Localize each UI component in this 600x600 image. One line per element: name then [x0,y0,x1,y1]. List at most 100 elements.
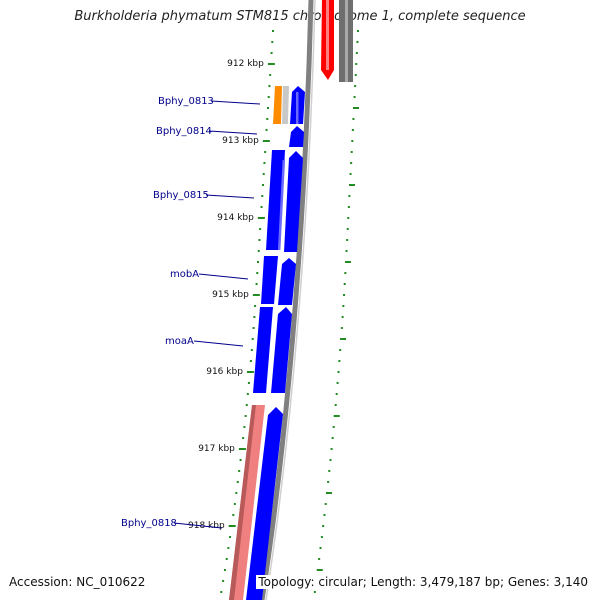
ring-dot [346,239,349,241]
gene-label-leader [205,194,255,199]
ring-dot [255,283,258,285]
map-title: Burkholderia phymatum STM815 chromosome … [74,9,526,24]
gene-bphy-0814 [289,126,304,147]
ring-dot [257,250,260,252]
gene-bphy-0818 [246,407,283,600]
ring-dot [352,107,359,109]
ring-dot [329,459,332,461]
outer-tick-ring [313,30,359,593]
ring-dot [352,118,355,120]
ring-dot [324,503,327,505]
ring-dot [233,503,236,505]
ring-dot [354,74,357,76]
ring-dot [348,195,351,197]
ring-dot [355,63,358,65]
gene-labels: Bphy_0813 Bphy_0814 Bphy_0815 mobA moaA Bphy_… [121,96,261,529]
chromosome-backbone [259,0,314,600]
major-tick [238,448,246,450]
ring-dot [351,140,354,142]
ring-dot [245,404,248,406]
ring-dot [272,30,274,32]
ring-dot [270,52,273,54]
major-tick [252,294,260,296]
ring-dot [328,470,331,472]
ring-dot [340,338,347,340]
ring-dot [269,74,272,76]
ring-dot [345,250,348,252]
tick-label: 917 kbp [198,444,235,454]
ring-dot [343,283,346,285]
chromosome-backbone-highlight [265,0,316,600]
ring-dot [252,327,255,329]
ring-dot [222,580,225,582]
ring-dot [251,338,254,340]
ring-dot [346,228,349,230]
ring-dot [349,173,352,175]
gene-bphy-0813-orange [273,86,282,124]
ring-dot [330,448,333,450]
ring-dot [335,393,338,395]
ring-dot [236,481,239,483]
ring-dot [268,85,271,87]
ring-dot [318,558,321,560]
ring-dot [339,349,342,351]
ring-dot [223,569,226,571]
ring-dot [344,272,347,274]
tick-label: 915 kbp [212,290,249,300]
ring-dot [348,184,355,186]
ring-dot [341,316,344,318]
tick-label: 916 kbp [206,367,243,377]
tick-label: 913 kbp [222,136,259,146]
ring-dot [267,96,270,98]
ring-dot [343,294,346,296]
ring-dot [351,129,354,131]
gene-highlight [296,92,299,124]
ring-dot [347,217,350,219]
ring-dot [342,305,345,307]
ring-dot [264,151,267,153]
gene-moaa [271,307,292,393]
ring-dot [258,239,261,241]
ring-dot [256,261,259,263]
ring-dot [263,162,266,164]
ring-dot [265,129,268,131]
gene-label: Bphy_0814 [156,126,212,137]
ring-dot [356,41,359,43]
gene-bphy-0818-pink-edge [229,405,256,600]
tick-label: 914 kbp [217,213,254,223]
major-tick [267,63,275,65]
ring-dot [238,470,241,472]
ring-dot [313,591,316,593]
gene-bphy-0815 [284,151,303,252]
ring-dot [239,459,242,461]
ring-dot [325,492,332,494]
rrna-feature-highlight [326,0,329,70]
ring-dot [323,514,326,516]
gene-label: moaA [165,336,194,347]
ring-dot [355,52,358,54]
ring-dot [320,536,323,538]
ring-dot [336,382,339,384]
ring-dot [354,85,357,87]
ring-dot [331,437,334,439]
ring-dot [244,415,247,417]
ring-dot [227,547,230,549]
gene-moba [278,258,296,305]
major-tick [246,371,254,373]
ring-dot [332,426,335,428]
ring-dot [249,360,252,362]
major-tick [228,525,236,527]
ring-dot [243,426,246,428]
gene-label: Bphy_0813 [158,96,214,107]
ring-dot [357,30,359,32]
gene-bphy-0813-gray [282,86,289,124]
gene-label-leader [173,522,223,529]
ring-dot [229,536,232,538]
ring-dot [350,162,353,164]
ring-dot [271,41,274,43]
ring-dot [266,118,269,120]
gene-label-leader [208,130,258,135]
ring-dot [261,184,264,186]
accession-text: Accession: NC_010622 [9,575,146,589]
ring-dot [350,151,353,153]
